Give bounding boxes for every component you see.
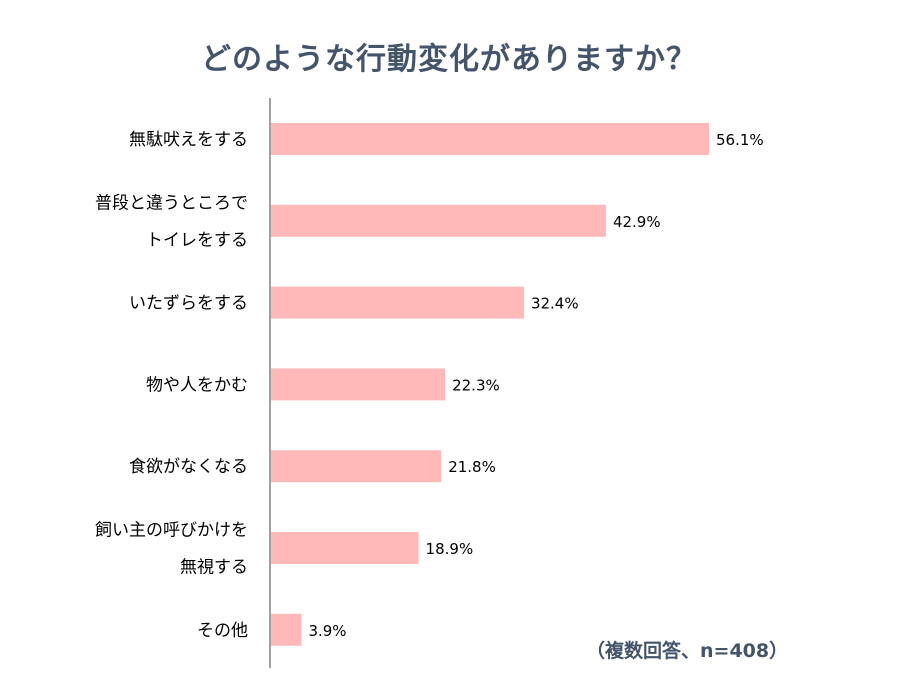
bar-3 — [271, 286, 524, 319]
value-label-6: 18.9% — [426, 540, 474, 558]
chart-title: どのような行動変化がありますか？ — [201, 42, 697, 77]
value-label-4: 22.3% — [452, 376, 500, 394]
category-labels: 無駄吠えをする普段と違うところでトイレをするいたずらをする物や人をかむ食欲がなく… — [95, 130, 248, 641]
bar-6 — [271, 532, 419, 564]
value-label-3: 32.4% — [531, 295, 579, 313]
value-label-1: 56.1% — [716, 131, 764, 149]
bar-5 — [271, 450, 442, 483]
chart-note: （複数回答、n=408） — [586, 640, 789, 662]
category-label-4: 物や人をかむ — [146, 375, 248, 395]
category-label-2-line-2: トイレをする — [146, 230, 248, 250]
value-label-7: 3.9% — [308, 622, 346, 640]
category-label-6-line-2: 無視する — [180, 558, 248, 578]
category-label-1: 無駄吠えをする — [129, 130, 248, 150]
bars-group — [271, 123, 709, 646]
category-label-3: いたずらをする — [129, 294, 248, 314]
value-labels: 56.1% 42.9% 32.4% 22.3% 21.8% 18.9% 3.9% — [308, 131, 763, 640]
category-label-2-line-1: 普段と違うところで — [95, 193, 248, 213]
bar-2 — [271, 204, 606, 237]
category-label-6-line-1: 飼い主の呼びかけを — [95, 521, 248, 541]
value-label-2: 42.9% — [613, 213, 661, 231]
category-label-5: 食欲がなくなる — [129, 457, 248, 477]
value-label-5: 21.8% — [448, 458, 496, 476]
bar-1 — [271, 123, 709, 155]
bar-4 — [271, 368, 446, 401]
bar-7 — [271, 613, 302, 646]
category-label-7: その他 — [197, 621, 248, 641]
